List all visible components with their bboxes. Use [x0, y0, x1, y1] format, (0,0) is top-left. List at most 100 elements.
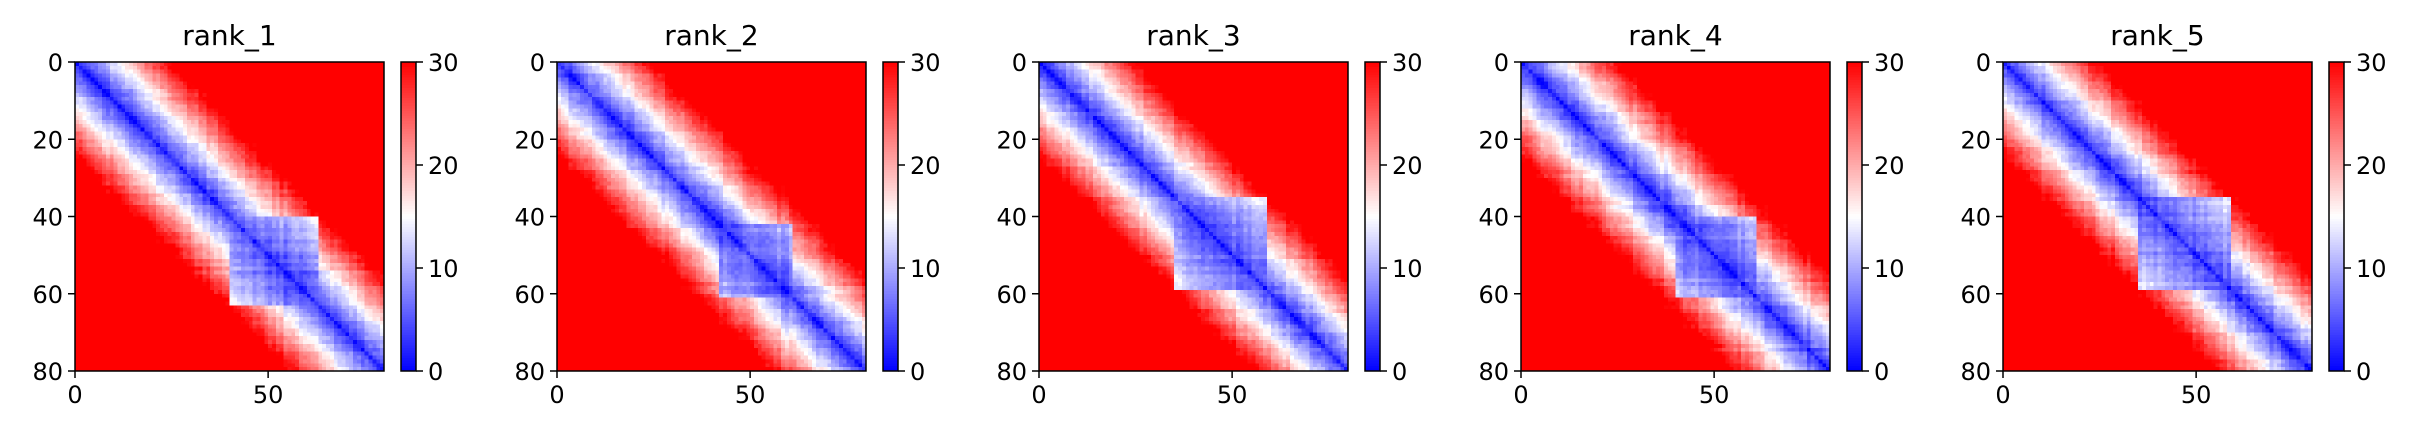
heatmap-cell [318, 151, 322, 155]
heatmap-cell [191, 147, 195, 151]
heatmap-cell [376, 197, 380, 201]
heatmap-cell [233, 217, 237, 221]
heatmap-cell [222, 209, 226, 213]
heatmap-cell [117, 166, 121, 170]
heatmap-cell [361, 93, 365, 97]
heatmap-cell [114, 189, 118, 193]
heatmap-cell [361, 128, 365, 132]
heatmap-cell [326, 236, 330, 240]
heatmap-cell [148, 147, 152, 151]
heatmap-cell [110, 77, 114, 81]
heatmap-cell [183, 77, 187, 81]
heatmap-cell [98, 209, 102, 213]
heatmap-cell [79, 217, 83, 221]
heatmap-cell [280, 220, 284, 224]
heatmap-cell [83, 182, 87, 186]
heatmap-cell [295, 159, 299, 163]
heatmap-cell [129, 170, 133, 174]
heatmap-cell [179, 116, 183, 120]
heatmap-cell [268, 81, 272, 85]
heatmap-cell [369, 209, 373, 213]
heatmap-cell [222, 97, 226, 101]
heatmap-cell [260, 89, 264, 93]
heatmap-cell [94, 236, 98, 240]
heatmap-cell [206, 205, 210, 209]
heatmap-cell [268, 197, 272, 201]
heatmap-cell [361, 74, 365, 78]
heatmap-cell [361, 228, 365, 232]
heatmap-cell [110, 186, 114, 190]
heatmap-cell [291, 66, 295, 70]
heatmap-cell [137, 174, 141, 178]
heatmap-cell [357, 201, 361, 205]
heatmap-cell [330, 205, 334, 209]
heatmap-cell [183, 186, 187, 190]
heatmap-cell [330, 74, 334, 78]
heatmap-cell [376, 128, 380, 132]
heatmap-cell [94, 112, 98, 116]
heatmap-cell [369, 232, 373, 236]
heatmap-cell [187, 189, 191, 193]
heatmap-cell [87, 244, 91, 248]
heatmap-cell [83, 228, 87, 232]
heatmap-cell [349, 189, 353, 193]
heatmap-cell [175, 74, 179, 78]
heatmap-cell [295, 193, 299, 197]
heatmap-cell [314, 66, 318, 70]
heatmap-cell [129, 77, 133, 81]
heatmap-cell [137, 108, 141, 112]
heatmap-cell [345, 104, 349, 108]
heatmap-cell [372, 217, 376, 221]
heatmap-cell [117, 155, 121, 159]
heatmap-cell [106, 197, 110, 201]
heatmap-cell [295, 186, 299, 190]
heatmap-cell [114, 244, 118, 248]
heatmap-cell [145, 162, 149, 166]
heatmap-cell [214, 197, 218, 201]
heatmap-cell [110, 159, 114, 163]
heatmap-cell [299, 186, 303, 190]
heatmap-cell [291, 166, 295, 170]
heatmap-cell [110, 93, 114, 97]
heatmap-cell [222, 217, 226, 221]
heatmap-cell [94, 178, 98, 182]
heatmap-cell [249, 124, 253, 128]
heatmap-cell [102, 186, 106, 190]
heatmap-cell [318, 217, 322, 221]
heatmap-cell [249, 112, 253, 116]
heatmap-cell [349, 143, 353, 147]
heatmap-cell [295, 108, 299, 112]
heatmap-cell [295, 205, 299, 209]
heatmap-cell [164, 112, 168, 116]
heatmap-cell [369, 166, 373, 170]
heatmap-cell [191, 120, 195, 124]
heatmap-cell [349, 217, 353, 221]
heatmap-cell [233, 74, 237, 78]
heatmap-cell [160, 101, 164, 105]
heatmap-cell [230, 151, 234, 155]
heatmap-cell [318, 170, 322, 174]
heatmap-cell [191, 97, 195, 101]
heatmap-cell [376, 101, 380, 105]
heatmap-cell [98, 135, 102, 139]
heatmap-cell [148, 132, 152, 136]
heatmap-cell [110, 135, 114, 139]
heatmap-cell [264, 201, 268, 205]
heatmap-cell [291, 151, 295, 155]
heatmap-cell [322, 124, 326, 128]
heatmap-cell [276, 166, 280, 170]
heatmap-cell [326, 209, 330, 213]
heatmap-cell [233, 228, 237, 232]
heatmap-cell [365, 162, 369, 166]
heatmap-cell [353, 159, 357, 163]
heatmap-cell [164, 101, 168, 105]
heatmap-cell [342, 197, 346, 201]
heatmap-cell [249, 240, 253, 244]
heatmap-cell [218, 81, 222, 85]
heatmap-cell [214, 220, 218, 224]
heatmap-cell [168, 124, 172, 128]
heatmap-cell [334, 132, 338, 136]
heatmap-cell [106, 128, 110, 132]
heatmap-cell [164, 186, 168, 190]
heatmap-cell [330, 232, 334, 236]
